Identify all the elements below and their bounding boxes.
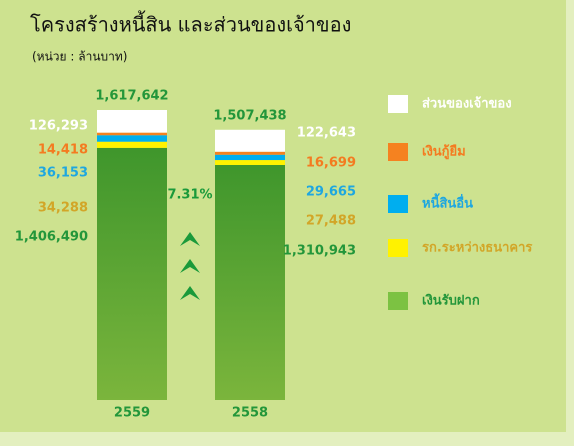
total-label: 1,617,642 [95,89,168,104]
value-label: 1,310,943 [283,244,356,259]
bar-segment [97,141,167,148]
legend-swatch [388,239,408,257]
legend-label: หนี้สินอื่น [422,193,473,212]
arrow [180,259,200,273]
legend-label: รก.ระหว่างธนาคาร [422,241,532,256]
legend-swatch [388,195,408,213]
annotation: 7.31% [167,188,212,203]
value-label: 122,643 [297,126,356,141]
legend-swatch [388,143,408,161]
chart-title: โครงสร้างหนี้สิน และส่วนของเจ้าของ [30,11,351,37]
bar-segment [97,110,167,133]
bar-segment [215,154,285,161]
arrow [180,286,200,300]
value-label: 34,288 [38,201,88,216]
x-tick-label: 2559 [114,406,150,421]
legend-label: ส่วนของเจ้าของ [422,96,512,112]
legend-swatch [388,292,408,310]
x-tick-label: 2558 [232,406,268,421]
arrow [180,232,200,246]
subtitle: (หน่วย : ล้านบาท) [32,50,127,64]
value-label: 27,488 [306,214,356,229]
bar-segment [97,132,167,136]
bar-segment [97,135,167,142]
bar-segment [215,151,285,155]
growth-arrows [180,232,200,300]
bar-segment [215,164,285,400]
bar-segment [97,147,167,400]
legend-label: เงินกู้ยืม [422,144,466,160]
value-label: 14,418 [38,143,88,158]
bar-segment [215,160,285,165]
value-label: 36,153 [38,166,88,181]
value-label: 1,406,490 [15,230,88,245]
legend-swatch [388,95,408,113]
total-label: 1,507,438 [213,108,286,123]
legend-label: เงินรับฝาก [422,294,480,309]
value-label: 16,699 [306,156,356,171]
value-label: 126,293 [29,119,88,134]
bar-segment [215,129,285,152]
value-label: 29,665 [306,185,356,200]
